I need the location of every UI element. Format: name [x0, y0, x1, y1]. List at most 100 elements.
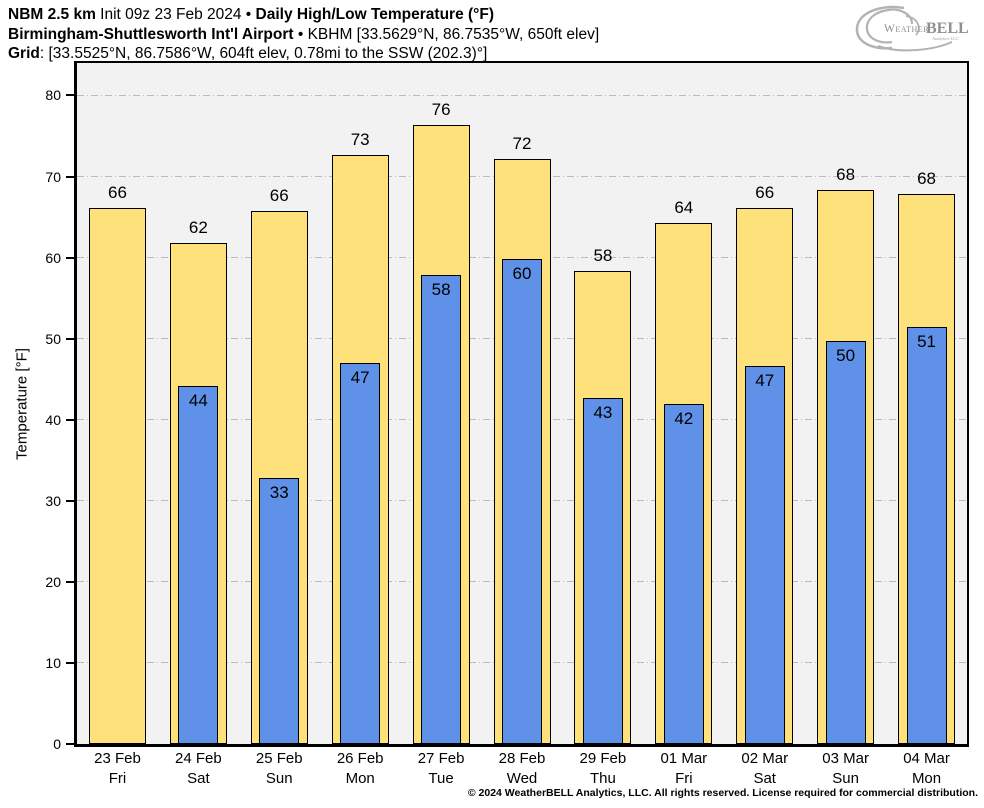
low-bar	[421, 274, 462, 744]
high-value-label: 64	[674, 197, 694, 217]
low-bar	[906, 327, 947, 744]
header-line-1: NBM 2.5 km Init 09z 23 Feb 2024 • Daily …	[8, 5, 599, 25]
y-axis-tick	[66, 337, 74, 340]
y-axis-tick	[66, 499, 74, 502]
y-axis-tick	[66, 743, 74, 745]
y-tick-label: 30	[45, 492, 61, 509]
low-value-label: 47	[350, 367, 370, 387]
low-value-label: 60	[512, 264, 532, 284]
x-label-date: 01 Mar	[660, 750, 708, 767]
y-axis-title: Temperature [°F]	[13, 347, 31, 460]
low-value-label: 50	[836, 346, 856, 366]
x-axis-label: 04 Mar Mon	[882, 749, 972, 789]
station-coords: • KBHM [33.5629°N, 86.7535°W, 650ft elev…	[293, 25, 600, 43]
high-value-label: 62	[188, 217, 208, 237]
x-axis-label: 23 Feb Fri	[72, 749, 162, 789]
x-label-date: 27 Feb	[417, 750, 465, 767]
grid-coords: : [33.5525°N, 86.7586°W, 604ft elev, 0.7…	[39, 45, 488, 62]
low-bar	[502, 259, 542, 744]
y-tick-label: 20	[45, 573, 61, 590]
high-value-label: 66	[755, 183, 775, 203]
high-value-label: 76	[431, 100, 451, 120]
low-bar	[582, 397, 623, 744]
x-axis-label: 28 Feb Wed	[477, 749, 567, 789]
y-tick-label: 60	[45, 249, 61, 266]
y-tick-label: 50	[45, 330, 61, 347]
y-tick-label: 10	[45, 654, 61, 671]
x-axis-label: 27 Feb Tue	[396, 749, 486, 789]
high-value-label: 66	[107, 183, 127, 203]
x-label-weekday: Thu	[589, 770, 616, 787]
x-label-date: 28 Feb	[498, 750, 546, 767]
high-value-label: 73	[350, 130, 370, 150]
low-value-label: 44	[188, 390, 208, 410]
x-label-weekday: Wed	[506, 770, 538, 787]
x-axis-label: 26 Feb Mon	[315, 749, 405, 789]
weatherbell-logo: Weather BELL Analytics LLC	[848, 2, 978, 52]
y-tick-label: 0	[53, 736, 61, 752]
low-value-label: 58	[431, 279, 451, 299]
x-label-weekday: Sun	[832, 770, 859, 787]
x-axis-label: 03 Mar Sun	[801, 749, 891, 789]
copyright-notice: © 2024 WeatherBELL Analytics, LLC. All r…	[467, 787, 978, 799]
low-bar	[178, 385, 219, 744]
x-axis-label: 29 Feb Thu	[558, 749, 648, 789]
x-label-date: 26 Feb	[336, 750, 384, 767]
chart-header: NBM 2.5 km Init 09z 23 Feb 2024 • Daily …	[8, 5, 599, 64]
x-label-weekday: Sun	[265, 770, 293, 787]
model-name: NBM 2.5 km	[8, 6, 96, 23]
x-label-date: 29 Feb	[579, 750, 627, 767]
low-bar	[259, 478, 300, 744]
high-value-label: 58	[593, 246, 613, 266]
gridline	[77, 94, 967, 96]
y-axis-tick	[66, 94, 74, 97]
x-label-date: 02 Mar	[741, 750, 789, 767]
y-axis-tick	[66, 418, 74, 421]
high-value-label: 68	[917, 169, 936, 189]
low-bar	[340, 362, 381, 744]
init-time: Init 09z 23 Feb 2024 •	[95, 6, 256, 23]
x-axis-label: 24 Feb Sat	[153, 749, 243, 789]
header-line-2: Birmingham-Shuttlesworth Int'l Airport •…	[8, 25, 599, 45]
y-tick-label: 80	[45, 87, 61, 104]
high-value-label: 66	[269, 185, 289, 205]
x-label-weekday: Mon	[345, 770, 375, 787]
low-bar	[663, 403, 704, 744]
station-name: Birmingham-Shuttlesworth Int'l Airport	[8, 25, 294, 43]
chart-title: Daily High/Low Temperature (°F)	[255, 6, 494, 23]
x-axis-label: 01 Mar Fri	[639, 749, 729, 789]
x-label-weekday: Tue	[428, 770, 454, 787]
hurricane-swirl-icon: Weather BELL Analytics LLC	[855, 5, 969, 52]
x-axis-label: 02 Mar Sat	[720, 749, 810, 789]
x-axis-label: 25 Feb Sun	[234, 749, 324, 789]
y-axis-tick	[66, 580, 74, 583]
logo-text-bell: BELL	[926, 20, 969, 37]
high-value-label: 72	[512, 133, 532, 153]
x-label-date: 03 Mar	[822, 750, 869, 767]
y-axis-tick	[66, 661, 74, 664]
x-label-date: 25 Feb	[255, 750, 303, 767]
x-label-weekday: Fri	[108, 770, 127, 787]
y-axis-tick	[66, 256, 74, 259]
high-bar	[88, 208, 146, 744]
high-value-label: 68	[836, 165, 856, 185]
y-tick-label: 70	[45, 168, 61, 185]
x-label-weekday: Mon	[911, 770, 942, 787]
x-label-weekday: Fri	[675, 770, 693, 787]
low-bar	[825, 341, 866, 744]
header-line-3: Grid: [33.5525°N, 86.7586°W, 604ft elev,…	[8, 44, 599, 64]
x-label-weekday: Sat	[753, 770, 776, 787]
low-value-label: 51	[917, 332, 936, 352]
x-label-date: 24 Feb	[175, 750, 222, 767]
y-tick-label: 40	[45, 411, 61, 428]
x-label-date: 04 Mar	[903, 750, 950, 767]
low-value-label: 42	[674, 408, 694, 428]
logo-text-weather: Weather	[884, 23, 929, 35]
logo-text-analytics: Analytics LLC	[932, 36, 959, 41]
low-value-label: 47	[755, 371, 775, 391]
low-value-label: 43	[593, 402, 613, 422]
low-bar	[744, 366, 785, 744]
y-axis-tick	[66, 175, 74, 178]
x-label-weekday: Sat	[187, 770, 210, 787]
